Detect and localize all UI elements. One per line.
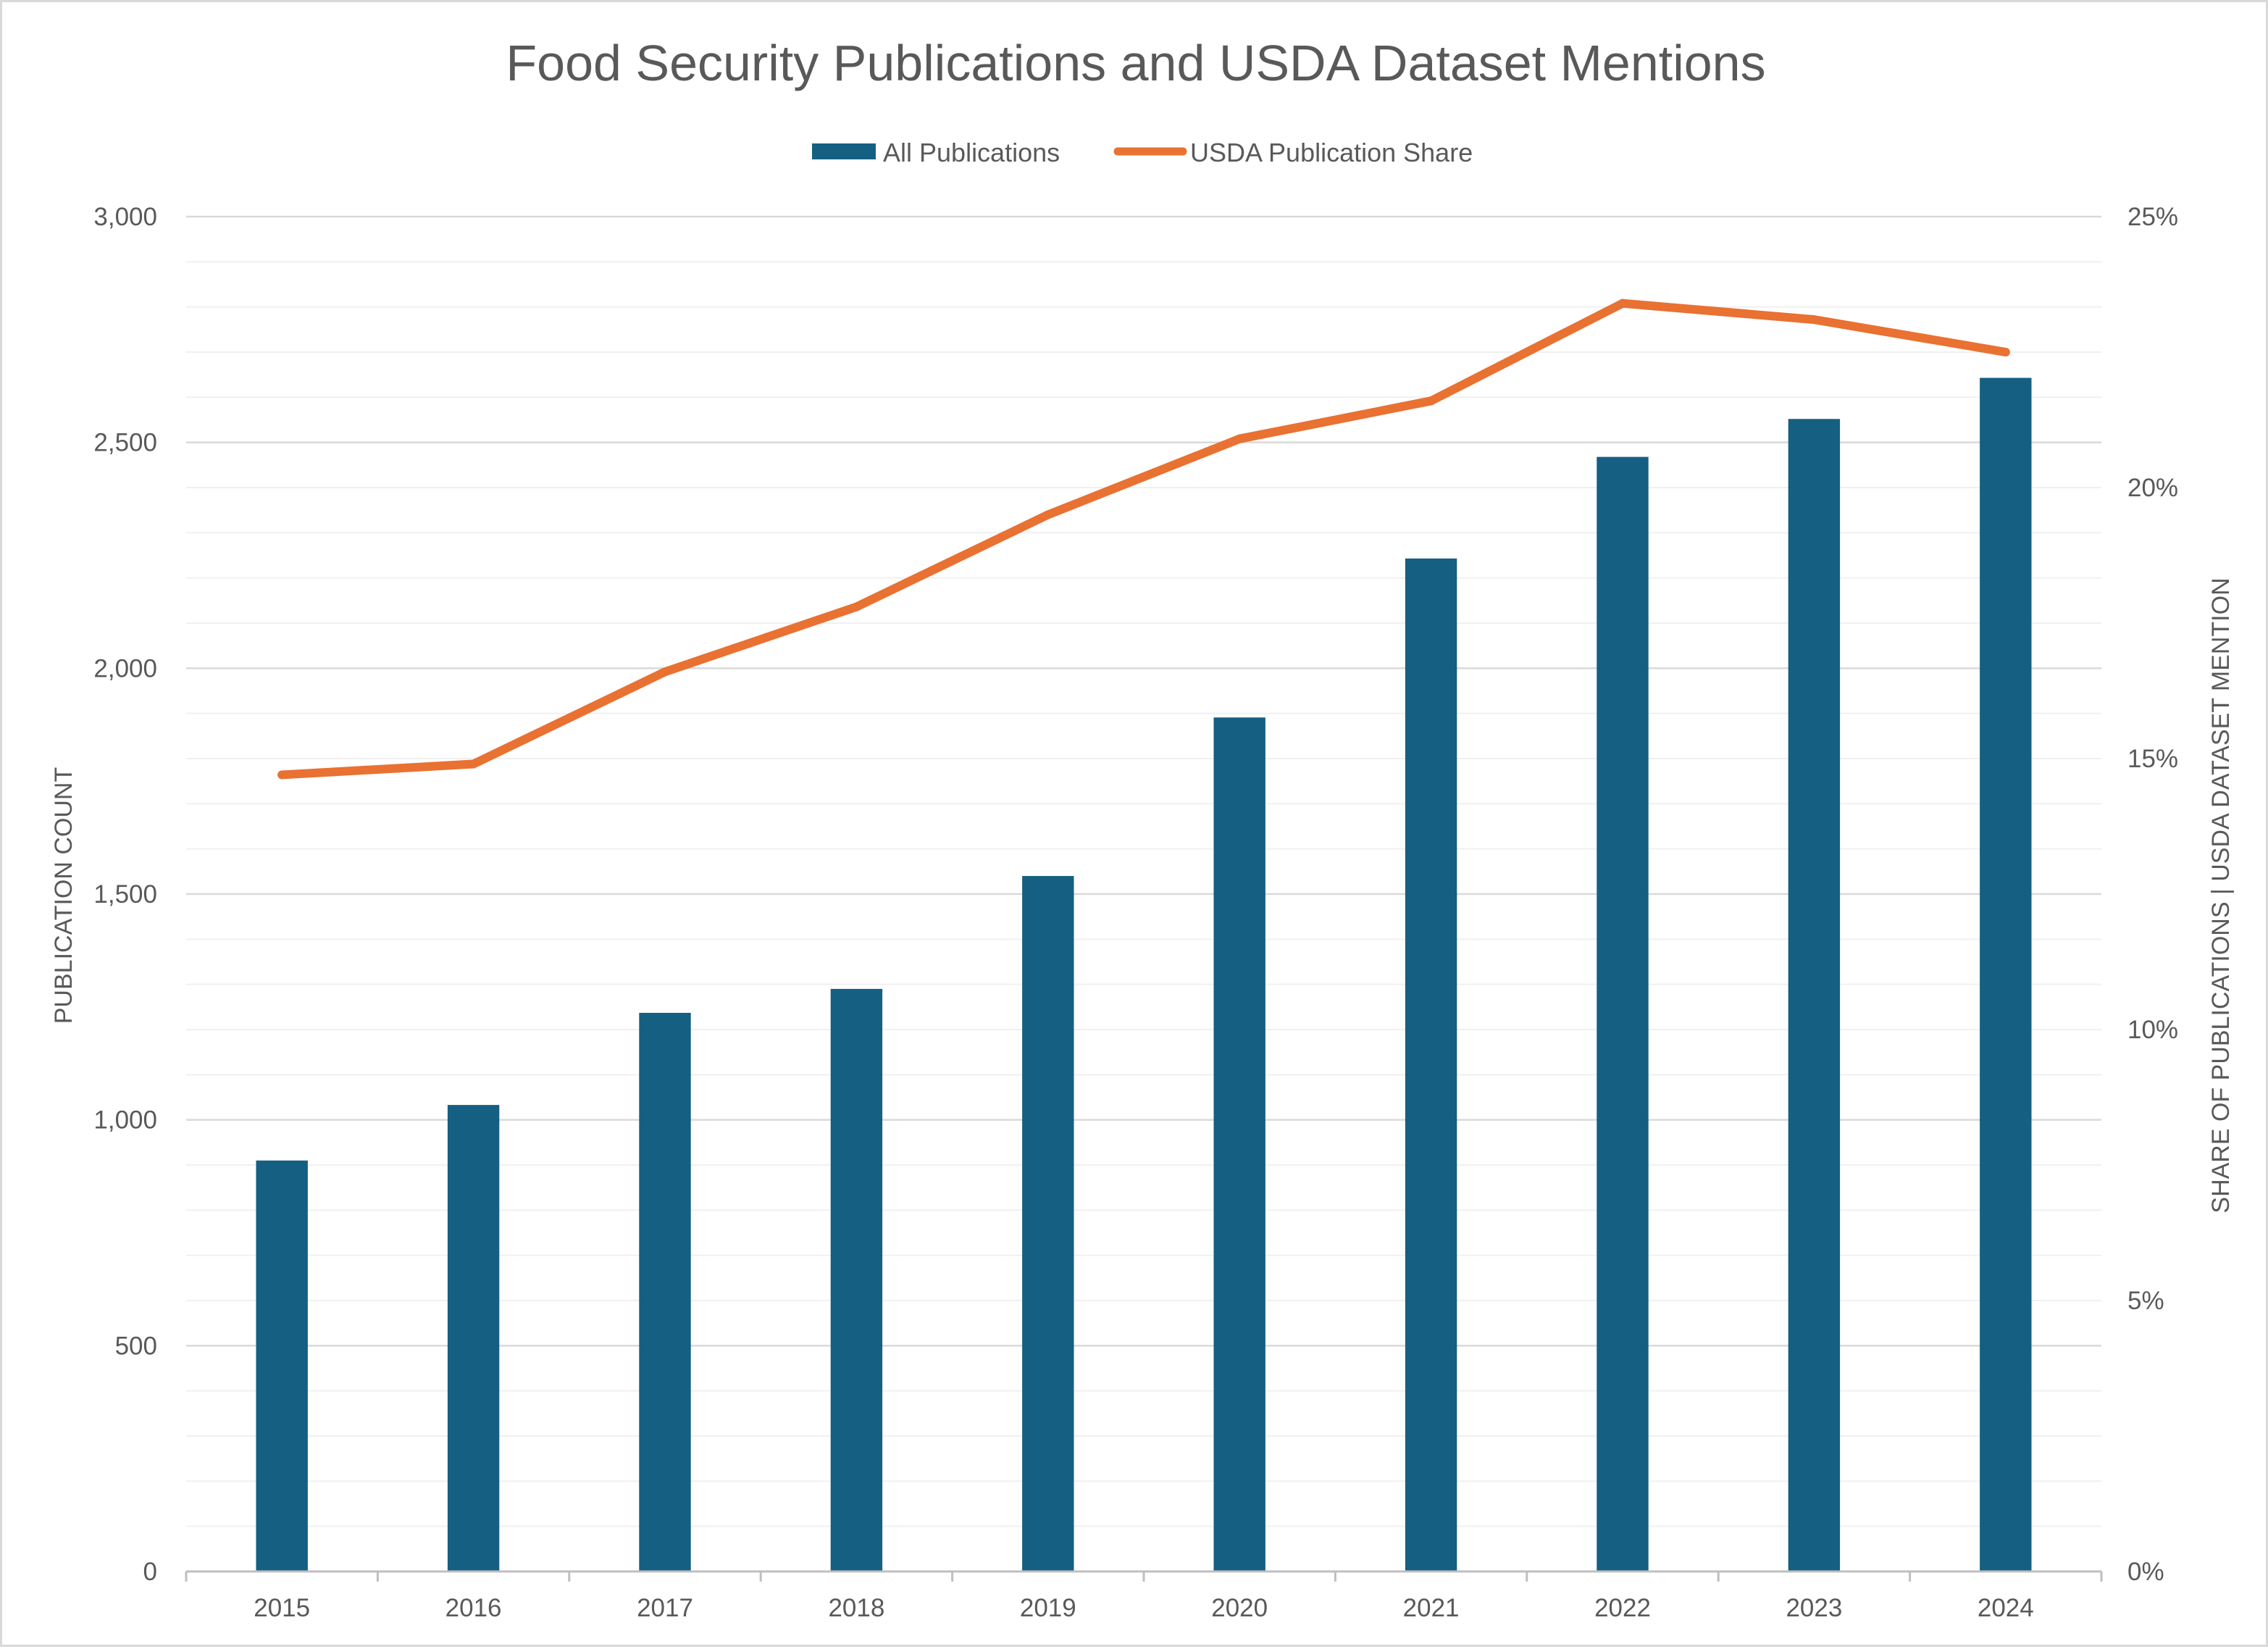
line-point-2018[interactable] xyxy=(852,602,861,611)
y-left-tick-label: 3,000 xyxy=(93,203,157,231)
y-right-tick-label: 15% xyxy=(2127,745,2178,773)
y-left-tick-label: 500 xyxy=(115,1332,157,1360)
bar-2022[interactable] xyxy=(1597,456,1649,1572)
x-tick-label: 2022 xyxy=(1594,1594,1651,1622)
line-point-2020[interactable] xyxy=(1235,434,1244,443)
y-right-tick-label: 25% xyxy=(2127,203,2178,231)
x-tick-label: 2019 xyxy=(1020,1594,1076,1622)
line-point-2022[interactable] xyxy=(1618,299,1627,308)
y-axis-left-title: PUBLICATION COUNT xyxy=(50,767,78,1024)
y-left-tick-label: 0 xyxy=(143,1558,157,1586)
chart-title: Food Security Publications and USDA Data… xyxy=(506,35,1765,91)
line-point-2017[interactable] xyxy=(661,667,669,677)
legend-label-all-publications: All Publications xyxy=(883,138,1060,167)
bar-2019[interactable] xyxy=(1022,876,1074,1571)
y-left-tick-label: 2,500 xyxy=(93,429,157,457)
legend-entry-usda-share[interactable]: USDA Publication Share xyxy=(1113,138,1473,167)
usda-share-line[interactable] xyxy=(277,299,2010,780)
x-tick-label: 2020 xyxy=(1211,1594,1268,1622)
gridlines xyxy=(186,215,2101,1527)
line-point-2024[interactable] xyxy=(2001,348,2010,356)
line-point-2016[interactable] xyxy=(469,759,478,769)
y-right-tick-label: 10% xyxy=(2127,1016,2178,1044)
x-axis: 2015 2016 2017 2018 2019 2020 2021 2022 2023 2024 xyxy=(185,1570,2103,1622)
y-right-tick-label: 20% xyxy=(2127,474,2178,502)
y-left-tick-label: 1,000 xyxy=(93,1106,157,1135)
y-right-tick-label: 0% xyxy=(2127,1558,2164,1586)
line-point-2015[interactable] xyxy=(277,770,287,780)
bar-2024[interactable] xyxy=(1980,377,2032,1571)
line-point-2019[interactable] xyxy=(1043,510,1053,519)
y-axis-left: 0 500 1,000 1,500 2,000 2,500 3,000 xyxy=(93,203,157,1586)
x-tick-label: 2023 xyxy=(1786,1594,1842,1622)
x-tick-label: 2018 xyxy=(828,1594,884,1622)
bar-2021[interactable] xyxy=(1405,558,1457,1572)
line-series-layer xyxy=(277,299,2010,780)
y-axis-right: 0% 5% 10% 15% 20% 25% xyxy=(2127,203,2178,1586)
bar-2020[interactable] xyxy=(1213,717,1265,1572)
bar-2017[interactable] xyxy=(639,1012,691,1571)
y-left-tick-label: 2,000 xyxy=(93,654,157,682)
x-tick-label: 2016 xyxy=(445,1594,502,1622)
legend: All Publications USDA Publication Share xyxy=(812,138,1473,167)
bar-2023[interactable] xyxy=(1788,419,1841,1571)
x-tick-label: 2021 xyxy=(1403,1594,1460,1622)
line-point-2021[interactable] xyxy=(1426,396,1436,406)
bar-2015[interactable] xyxy=(256,1160,308,1571)
bar-2018[interactable] xyxy=(830,988,883,1571)
legend-swatch-bars xyxy=(812,143,876,159)
bar-2016[interactable] xyxy=(447,1105,500,1571)
x-tick-label: 2017 xyxy=(637,1594,693,1622)
bar-series xyxy=(256,377,2032,1572)
y-axis-right-title: SHARE OF PUBLICATIONS | USDA DATASET MEN… xyxy=(2207,577,2235,1213)
line-point-2023[interactable] xyxy=(1809,315,1819,325)
y-right-tick-label: 5% xyxy=(2127,1287,2164,1315)
legend-label-usda-share: USDA Publication Share xyxy=(1190,138,1473,167)
x-tick-label: 2015 xyxy=(254,1594,310,1622)
y-left-tick-label: 1,500 xyxy=(93,880,157,909)
x-tick-label: 2024 xyxy=(1978,1594,2034,1622)
legend-entry-all-publications[interactable]: All Publications xyxy=(812,138,1060,167)
